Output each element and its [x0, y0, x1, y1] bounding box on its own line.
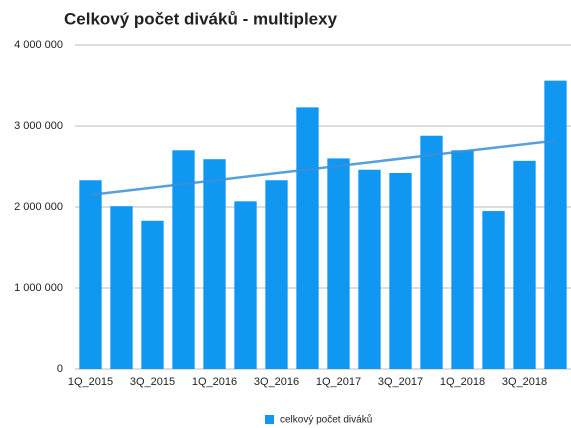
- bar: [327, 158, 350, 369]
- y-tick-label: 2 000 000: [14, 201, 63, 213]
- legend-swatch: [265, 415, 274, 424]
- y-tick-label: 4 000 000: [14, 39, 63, 51]
- bar: [451, 150, 474, 369]
- bar: [203, 159, 226, 369]
- x-tick-label: 1Q_2017: [316, 376, 361, 388]
- chart-title: Celkový počet diváků - multiplexy: [64, 9, 338, 28]
- x-tick-label: 1Q_2016: [192, 376, 237, 388]
- x-tick-label: 3Q_2016: [254, 376, 299, 388]
- y-tick-label: 3 000 000: [14, 120, 63, 132]
- x-tick-label: 1Q_2018: [440, 376, 485, 388]
- bar: [420, 135, 443, 369]
- bar: [110, 206, 133, 369]
- x-tick-label: 3Q_2017: [378, 376, 423, 388]
- x-tick-label: 3Q_2018: [502, 376, 547, 388]
- bar: [265, 180, 288, 369]
- bar: [544, 80, 567, 369]
- bar: [482, 211, 505, 369]
- bar: [141, 220, 164, 369]
- bar: [358, 169, 381, 369]
- x-tick-label: 3Q_2015: [130, 376, 175, 388]
- bar: [234, 201, 257, 369]
- legend-label: celkový počet diváků: [280, 414, 372, 426]
- x-tick-label: 1Q_2015: [68, 376, 113, 388]
- bar: [172, 150, 195, 369]
- trendline: [90, 139, 556, 197]
- y-tick-label: 1 000 000: [14, 282, 63, 294]
- bar: [296, 107, 319, 370]
- bar: [513, 160, 536, 369]
- bar: [389, 172, 412, 369]
- bar: [79, 180, 102, 369]
- y-tick-label: 0: [57, 363, 63, 375]
